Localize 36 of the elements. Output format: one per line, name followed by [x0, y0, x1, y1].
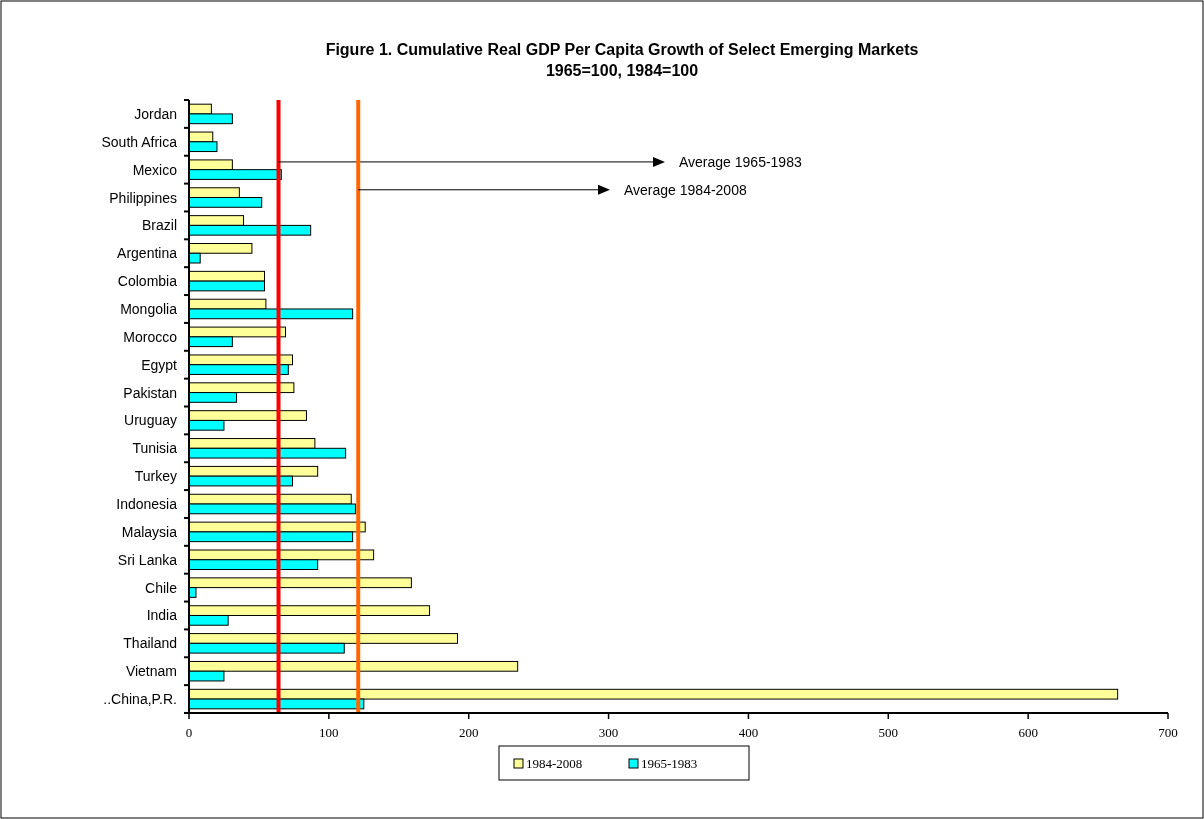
y-tick-label: Colombia: [117, 273, 178, 290]
legend-label: 1984-2008: [526, 756, 583, 771]
y-tick-label: Uruguay: [124, 412, 177, 429]
x-tick-label: 500: [878, 725, 899, 740]
y-tick-label: Argentina: [117, 245, 178, 262]
y-tick-label: Mexico: [132, 161, 178, 178]
y-tick-label: Vietnam: [125, 663, 177, 680]
y-tick-label: Mongolia: [120, 300, 178, 317]
y-tick-label: Malaysia: [121, 523, 178, 540]
annotation: Average 1984-2008: [624, 181, 747, 198]
y-tick-label: Pakistan: [123, 384, 177, 401]
x-tick-label: 100: [319, 725, 339, 740]
x-tick-label: 700: [1158, 725, 1178, 740]
chart-title: Figure 1. Cumulative Real GDP Per Capita Growth of Select Emerging Markets: [325, 41, 919, 58]
x-tick-label: 300: [598, 725, 619, 740]
y-tick-label: Chile: [145, 579, 178, 596]
y-tick-label: Philippines: [109, 189, 177, 206]
y-tick-label: Jordan: [134, 105, 177, 122]
annotation: Average 1965-1983: [679, 153, 802, 170]
x-tick-label: 200: [458, 725, 479, 740]
y-tick-label: Indonesia: [116, 496, 178, 513]
x-tick-label: 400: [738, 725, 759, 740]
x-tick-label: 600: [1018, 725, 1038, 740]
y-tick-label: Brazil: [141, 217, 177, 234]
y-tick-label: Thailand: [123, 635, 177, 652]
y-tick-label: Turkey: [134, 468, 177, 485]
y-tick-label: India: [146, 607, 178, 624]
y-tick-label: Morocco: [123, 328, 178, 345]
y-tick-label: ..China,P.R.: [103, 691, 177, 708]
x-tick-label: 0: [185, 725, 193, 740]
y-tick-label: Sri Lanka: [117, 551, 178, 568]
legend-label: 1965-1983: [641, 756, 698, 771]
y-tick-label: Egypt: [141, 356, 178, 373]
chart-subtitle: 1965=100, 1984=100: [545, 62, 699, 79]
y-tick-label: South Africa: [101, 133, 178, 150]
y-tick-label: Tunisia: [132, 440, 178, 457]
